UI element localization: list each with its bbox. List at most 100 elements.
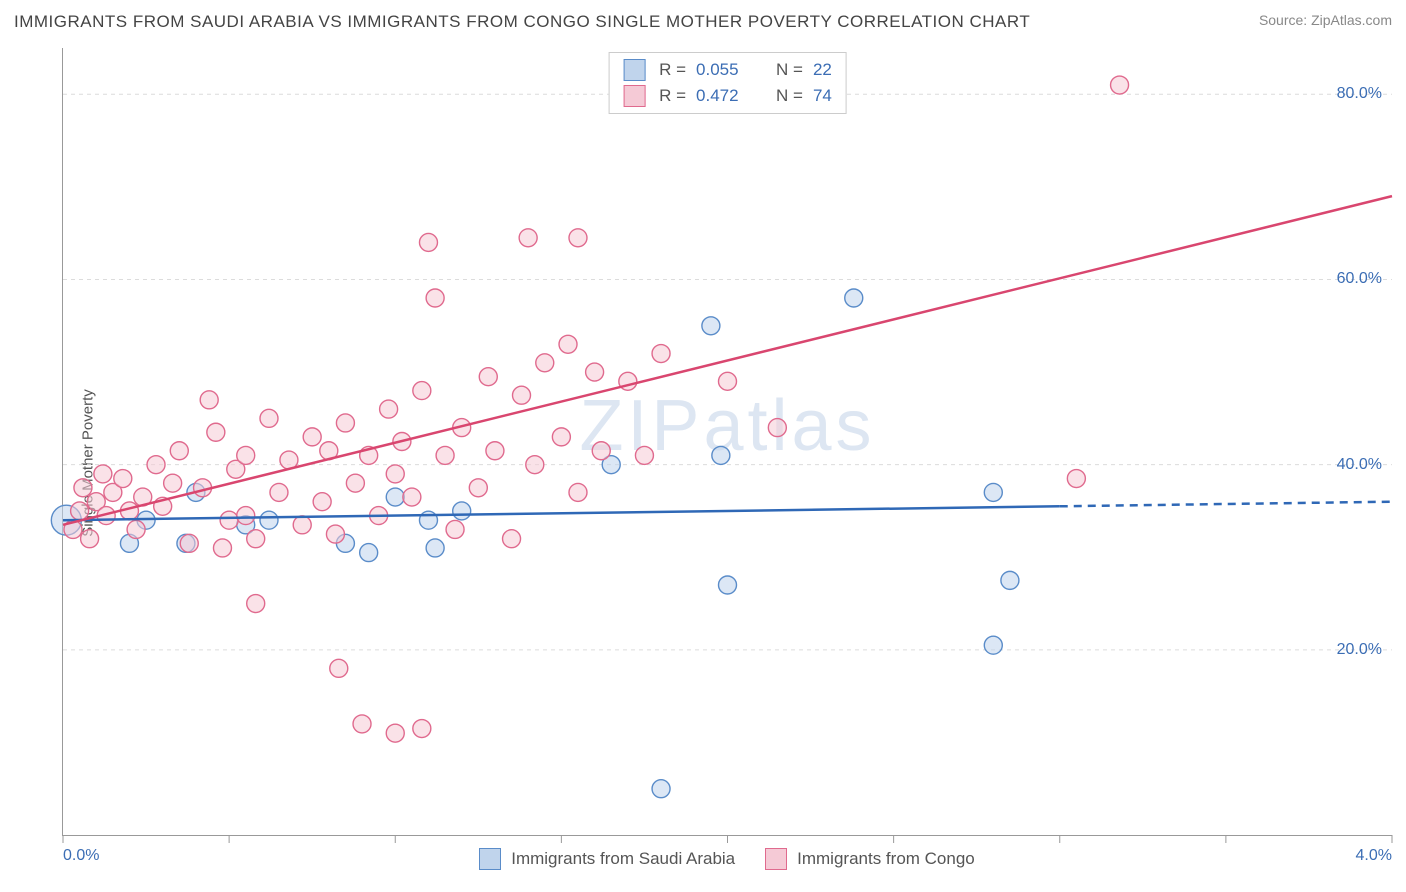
legend-label: Immigrants from Saudi Arabia (511, 849, 735, 869)
data-point (247, 595, 265, 613)
data-point (984, 483, 1002, 501)
data-point (559, 335, 577, 353)
legend-item: Immigrants from Saudi Arabia (479, 848, 735, 870)
legend-item: Immigrants from Congo (765, 848, 975, 870)
data-point (127, 520, 145, 538)
data-point (386, 724, 404, 742)
y-tick-label: 80.0% (1337, 85, 1382, 103)
legend-row: R = 0.055 N = 22 (623, 59, 832, 81)
data-point (147, 456, 165, 474)
data-point (413, 720, 431, 738)
data-point (247, 530, 265, 548)
n-value: 74 (813, 86, 832, 106)
data-point (569, 229, 587, 247)
data-point (702, 317, 720, 335)
legend-swatch (479, 848, 501, 870)
data-point (81, 530, 99, 548)
data-point (652, 345, 670, 363)
legend-row: R =0.472N =74 (623, 85, 832, 107)
data-point (180, 534, 198, 552)
data-point (984, 636, 1002, 654)
data-point (220, 511, 238, 529)
data-point (453, 502, 471, 520)
series-legend: Immigrants from Saudi Arabia Immigrants f… (62, 848, 1392, 870)
data-point (237, 507, 255, 525)
trend-line (63, 196, 1392, 525)
data-point (346, 474, 364, 492)
data-point (536, 354, 554, 372)
legend-swatch (765, 848, 787, 870)
data-point (330, 659, 348, 677)
data-point (419, 233, 437, 251)
chart-svg (63, 48, 1392, 835)
data-point (353, 715, 371, 733)
y-tick-label: 40.0% (1337, 456, 1382, 474)
data-point (768, 419, 786, 437)
data-point (635, 446, 653, 464)
data-point (503, 530, 521, 548)
data-point (552, 428, 570, 446)
data-point (293, 516, 311, 534)
data-point (592, 442, 610, 460)
data-point (486, 442, 504, 460)
data-point (313, 493, 331, 511)
data-point (336, 414, 354, 432)
data-point (303, 428, 321, 446)
data-point (260, 511, 278, 529)
chart-container: Single Mother Poverty ZIPatlas R =0.055N… (14, 48, 1392, 878)
data-point (719, 576, 737, 594)
y-tick-label: 20.0% (1337, 641, 1382, 659)
data-point (114, 470, 132, 488)
data-point (213, 539, 231, 557)
data-point (845, 289, 863, 307)
data-point (74, 479, 92, 497)
data-point (569, 483, 587, 501)
data-point (164, 474, 182, 492)
data-point (436, 446, 454, 464)
data-point (426, 289, 444, 307)
data-point (207, 423, 225, 441)
data-point (94, 465, 112, 483)
data-point (71, 502, 89, 520)
n-label: N = (776, 86, 803, 106)
data-point (403, 488, 421, 506)
data-point (1067, 470, 1085, 488)
r-value: 0.055 (696, 60, 756, 80)
data-point (712, 446, 730, 464)
data-point (469, 479, 487, 497)
data-point (526, 456, 544, 474)
data-point (586, 363, 604, 381)
r-label: R = (659, 60, 686, 80)
r-label: R = (659, 86, 686, 106)
data-point (380, 400, 398, 418)
data-point (519, 229, 537, 247)
plot-area: ZIPatlas R =0.055N =22R =0.472N =74 20.0… (62, 48, 1392, 836)
data-point (513, 386, 531, 404)
source-label: Source: ZipAtlas.com (1259, 12, 1392, 28)
n-value: 22 (813, 60, 832, 80)
data-point (719, 372, 737, 390)
chart-title: IMMIGRANTS FROM SAUDI ARABIA VS IMMIGRAN… (14, 12, 1030, 32)
y-tick-label: 60.0% (1337, 270, 1382, 288)
data-point (170, 442, 188, 460)
n-label: N = (776, 60, 803, 80)
data-point (1111, 76, 1129, 94)
data-point (1001, 571, 1019, 589)
data-point (386, 488, 404, 506)
data-point (260, 409, 278, 427)
data-point (446, 520, 464, 538)
data-point (326, 525, 344, 543)
data-point (652, 780, 670, 798)
data-point (237, 446, 255, 464)
data-point (360, 544, 378, 562)
legend-label: Immigrants from Congo (797, 849, 975, 869)
correlation-legend: R =0.055N =22R =0.472N =74 (608, 52, 847, 114)
legend-swatch (623, 59, 645, 81)
data-point (386, 465, 404, 483)
data-point (200, 391, 218, 409)
legend-swatch (623, 85, 645, 107)
data-point (426, 539, 444, 557)
trend-line-dashed (1060, 502, 1392, 507)
data-point (479, 368, 497, 386)
data-point (270, 483, 288, 501)
